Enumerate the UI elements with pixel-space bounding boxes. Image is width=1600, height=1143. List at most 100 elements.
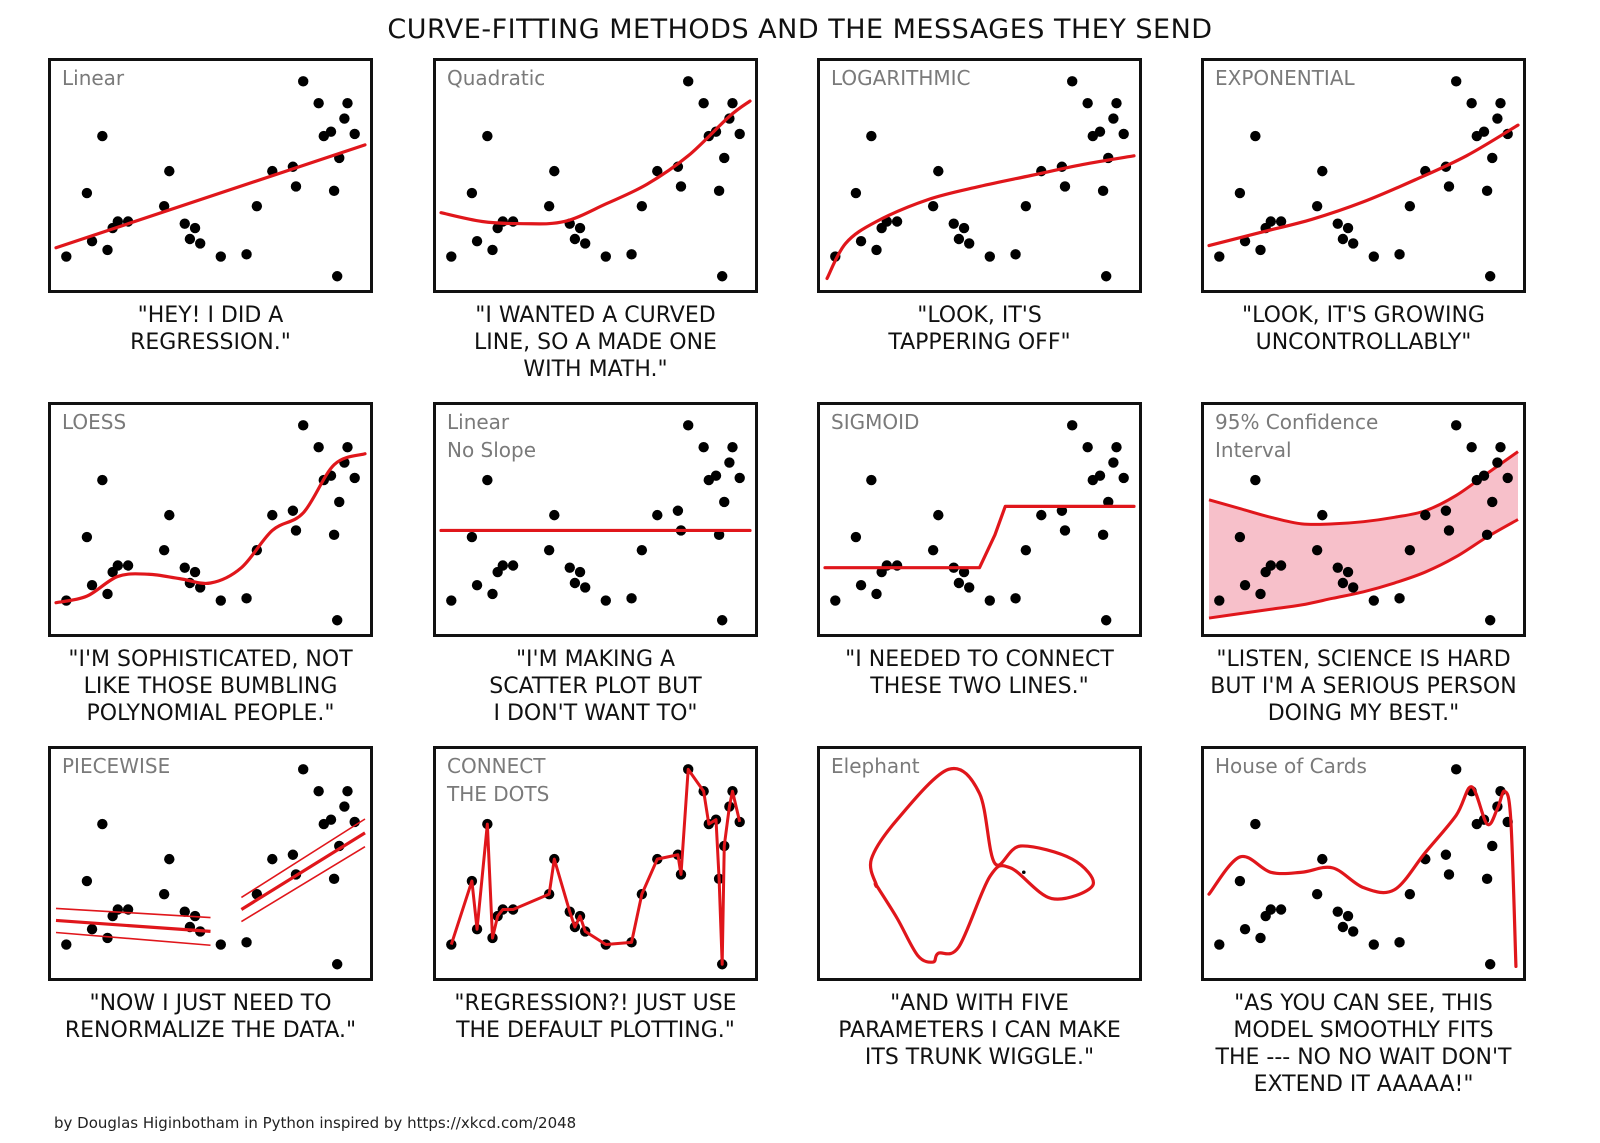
data-point xyxy=(675,181,687,192)
data-point xyxy=(871,588,882,600)
data-point xyxy=(710,126,722,137)
data-point xyxy=(1492,113,1503,124)
data-point xyxy=(1036,509,1047,521)
data-point xyxy=(241,937,252,948)
elephant-eye xyxy=(1021,870,1026,875)
plot-border xyxy=(1201,746,1526,981)
fit-line xyxy=(54,452,367,605)
data-point xyxy=(724,457,735,468)
panel-label: House of Cards xyxy=(1215,754,1367,778)
fit-interval-1 xyxy=(55,907,211,919)
data-point xyxy=(1332,218,1343,229)
data-point xyxy=(964,582,975,593)
data-point xyxy=(953,577,965,589)
data-point xyxy=(1234,187,1246,199)
panel-caption: "I NEEDED TO CONNECT THESE TWO LINES." xyxy=(845,647,1114,699)
data-point xyxy=(1108,113,1119,124)
data-point xyxy=(1492,457,1503,468)
data-point xyxy=(471,580,483,591)
data-point xyxy=(1255,244,1266,256)
data-point xyxy=(1239,580,1251,591)
data-point xyxy=(672,505,684,516)
data-point xyxy=(716,271,728,282)
data-point xyxy=(698,98,709,109)
data-point xyxy=(164,509,175,521)
data-point xyxy=(331,959,343,970)
panel-caption: "LOOK, IT'S GROWING UNCONTROLLABLY" xyxy=(1242,303,1485,355)
data-point xyxy=(1451,76,1462,87)
data-point xyxy=(1342,222,1354,234)
panel-label: Linear No Slope xyxy=(447,410,537,462)
data-point xyxy=(1420,509,1431,521)
data-point xyxy=(866,474,877,486)
panel-label: PIECEWISE xyxy=(62,754,171,778)
data-point xyxy=(719,496,730,508)
data-point xyxy=(1056,505,1068,516)
data-point xyxy=(267,509,278,521)
plot-border xyxy=(48,746,373,981)
data-point xyxy=(158,544,170,556)
panel-label: EXPONENTIAL xyxy=(1215,66,1355,90)
plot-border xyxy=(48,58,373,293)
data-point xyxy=(97,818,108,830)
data-point xyxy=(179,562,190,573)
data-point xyxy=(1484,271,1496,282)
data-point xyxy=(727,98,738,109)
data-point xyxy=(1255,932,1266,944)
data-point xyxy=(600,595,611,606)
plot-frame: House of Cards xyxy=(1201,746,1526,981)
data-point xyxy=(215,595,226,606)
data-point xyxy=(86,236,98,247)
data-point xyxy=(1311,888,1323,900)
data-point xyxy=(719,152,730,164)
data-point xyxy=(1082,98,1093,109)
data-point xyxy=(471,236,483,247)
fit-line xyxy=(825,154,1136,281)
data-point xyxy=(466,187,478,199)
panel-label: Quadratic xyxy=(447,66,546,90)
data-point xyxy=(328,873,340,885)
fit-line xyxy=(54,143,367,250)
data-point xyxy=(1443,525,1455,536)
data-point xyxy=(497,560,508,571)
data-point xyxy=(158,888,170,900)
data-point xyxy=(830,595,841,606)
data-point xyxy=(1495,442,1506,453)
data-point xyxy=(1082,442,1093,453)
data-point xyxy=(482,130,493,142)
data-point xyxy=(179,218,190,229)
data-point xyxy=(241,249,252,260)
data-point xyxy=(287,849,299,860)
data-point xyxy=(331,615,343,626)
data-point xyxy=(1440,505,1452,516)
data-point xyxy=(328,185,340,197)
data-point xyxy=(1368,251,1379,262)
panel-caption: "LISTEN, SCIENCE IS HARD BUT I'M A SERIO… xyxy=(1210,647,1517,726)
plot-border xyxy=(433,746,758,981)
data-point xyxy=(158,200,170,212)
fit-interval-2 xyxy=(240,818,366,899)
data-point xyxy=(636,544,648,556)
data-point xyxy=(215,939,226,950)
data-point xyxy=(734,128,745,140)
data-point xyxy=(1368,939,1379,950)
data-point xyxy=(1484,959,1496,970)
data-point xyxy=(1481,185,1493,197)
panel-label: CONNECT THE DOTS xyxy=(447,754,550,806)
data-point xyxy=(1337,577,1349,589)
data-point xyxy=(1502,472,1513,484)
data-point xyxy=(298,764,309,775)
data-point xyxy=(866,130,877,142)
data-point xyxy=(933,509,944,521)
plot-svg xyxy=(433,402,758,637)
data-point xyxy=(710,470,722,481)
data-point xyxy=(325,814,337,825)
data-point xyxy=(215,251,226,262)
data-point xyxy=(1010,249,1021,260)
plot-svg xyxy=(48,58,373,293)
data-point xyxy=(189,222,201,234)
plot-frame: Quadratic xyxy=(433,58,758,293)
data-point xyxy=(855,236,867,247)
data-point xyxy=(184,233,196,245)
